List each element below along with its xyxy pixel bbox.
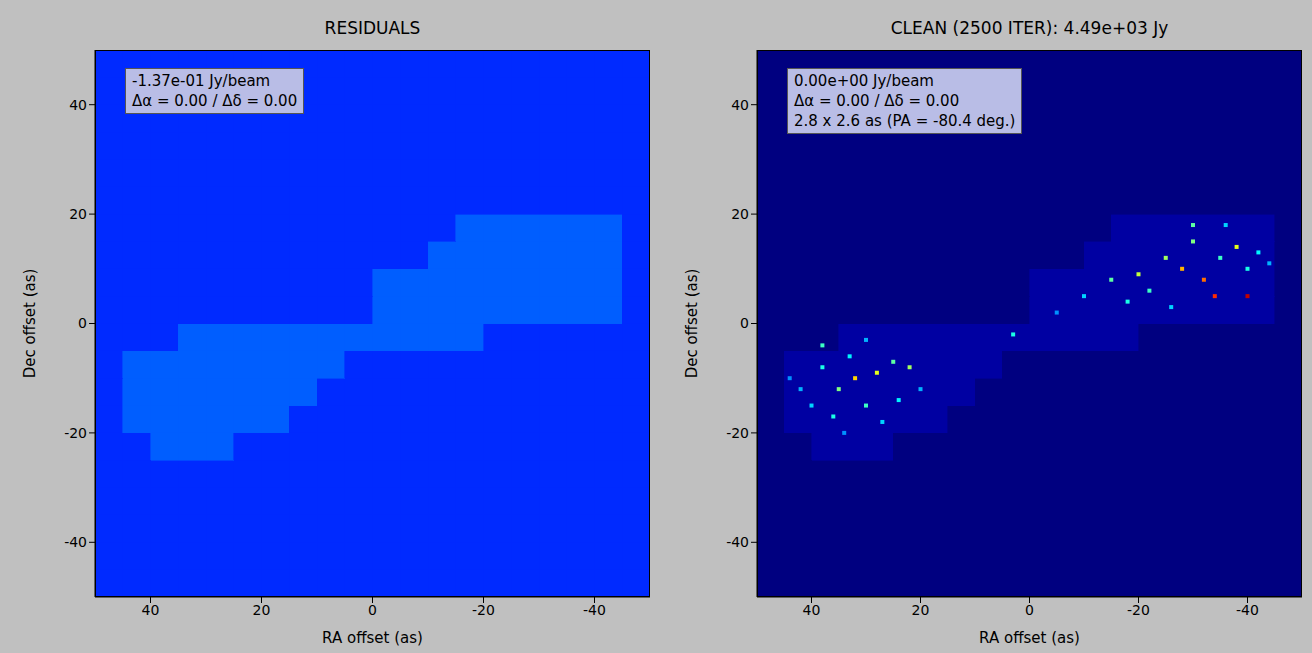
html-text:CLEAN (2500 ITER): 4.49e+03 Jy: CLEAN (2500 ITER): 4.49e+03 Jy <box>890 18 1169 38</box>
svg-text:20: 20 <box>912 602 930 618</box>
svg-text:-40: -40 <box>726 534 749 550</box>
svg-text:0: 0 <box>740 315 749 331</box>
html-text:Δα = 0.00 / Δδ = 0.00: Δα = 0.00 / Δδ = 0.00 <box>132 92 298 110</box>
html-text:-1.37e-01 Jy/beam: -1.37e-01 Jy/beam <box>132 72 271 90</box>
svg-text:RA offset (as): RA offset (as) <box>979 629 1080 647</box>
svg-text:-20: -20 <box>1127 602 1150 618</box>
svg-text:0: 0 <box>1025 602 1034 618</box>
svg-text:40: 40 <box>731 97 749 113</box>
svg-text:40: 40 <box>69 97 87 113</box>
svg-text:-20: -20 <box>472 602 495 618</box>
svg-text:-40: -40 <box>64 534 87 550</box>
svg-text:0: 0 <box>78 315 87 331</box>
svg-text:0: 0 <box>368 602 377 618</box>
svg-text:-40: -40 <box>583 602 606 618</box>
svg-text:-20: -20 <box>64 425 87 441</box>
html-text:0.00e+00 Jy/beam: 0.00e+00 Jy/beam <box>794 72 934 90</box>
html-text:Δα = 0.00 / Δδ = 0.00: Δα = 0.00 / Δδ = 0.00 <box>794 92 960 110</box>
svg-text:20: 20 <box>69 206 87 222</box>
svg-text:40: 40 <box>142 602 160 618</box>
svg-text:20: 20 <box>731 206 749 222</box>
svg-text:-40: -40 <box>1236 602 1259 618</box>
svg-text:-20: -20 <box>726 425 749 441</box>
svg-text:20: 20 <box>253 602 271 618</box>
svg-text:40: 40 <box>803 602 821 618</box>
svg-text:RA offset (as): RA offset (as) <box>322 629 423 647</box>
svg-text:Dec offset (as): Dec offset (as) <box>683 269 701 379</box>
html-text:2.8 x 2.6 as (PA = -80.4 deg.): 2.8 x 2.6 as (PA = -80.4 deg.) <box>794 112 1016 130</box>
svg-text:Dec offset (as): Dec offset (as) <box>21 269 39 379</box>
html-text:RESIDUALS: RESIDUALS <box>324 18 421 38</box>
